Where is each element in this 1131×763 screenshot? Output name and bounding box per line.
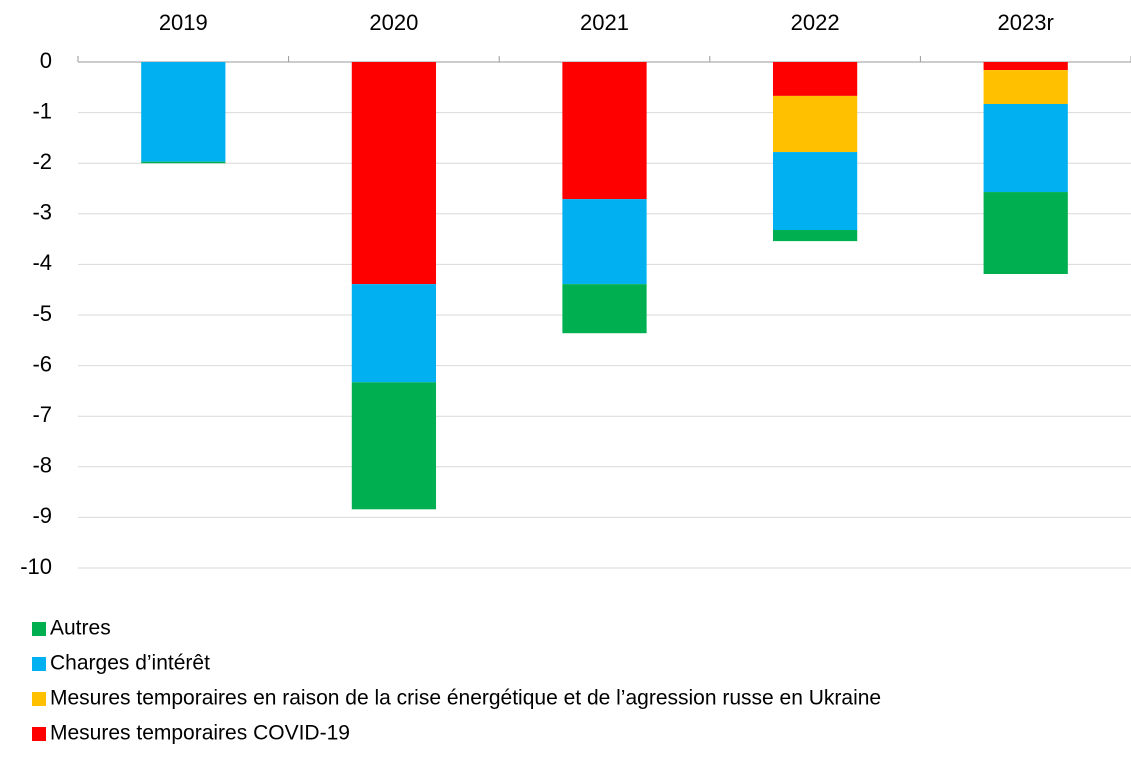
y-tick-label: -8 xyxy=(32,453,52,478)
x-tick-label: 2022 xyxy=(791,10,840,35)
x-tick-label: 2019 xyxy=(159,10,208,35)
bar-segment xyxy=(562,284,647,334)
y-tick-label: 0 xyxy=(40,48,52,73)
legend-label: Mesures temporaires en raison de la cris… xyxy=(50,687,881,710)
y-tick-label: -1 xyxy=(32,98,52,123)
y-tick-label: -7 xyxy=(32,402,52,427)
y-tick-label: -5 xyxy=(32,301,52,326)
bar-segment xyxy=(351,62,437,285)
legend-swatch xyxy=(32,657,46,671)
legend-swatch xyxy=(32,727,46,741)
bar-segment xyxy=(562,199,647,285)
x-tick-label: 2023r xyxy=(998,10,1054,35)
legend-label: Autres xyxy=(50,617,111,640)
bar-segment xyxy=(351,382,437,510)
bar-segment xyxy=(983,192,1068,275)
bar-segment xyxy=(772,62,858,96)
bar-segment xyxy=(983,70,1068,104)
legend-label: Charges d’intérêt xyxy=(50,652,210,675)
bar-segment xyxy=(772,95,858,153)
bar-segment xyxy=(772,152,858,230)
legend: Autres Charges d’intérêt Mesures temporair… xyxy=(32,617,881,745)
bar-segment xyxy=(983,62,1068,71)
y-tick-label: -2 xyxy=(32,149,52,174)
bar-segment xyxy=(562,62,647,200)
y-tick-label: -6 xyxy=(32,351,52,376)
y-tick-label: -10 xyxy=(20,554,52,579)
legend-swatch xyxy=(32,692,46,706)
bar-segment xyxy=(351,284,437,383)
y-tick-label: -9 xyxy=(32,503,52,528)
y-tick-label: -3 xyxy=(32,200,52,225)
x-tick-label: 2020 xyxy=(369,10,418,35)
bar-segment xyxy=(141,161,226,164)
legend-swatch xyxy=(32,622,46,636)
bar-segment xyxy=(141,62,226,162)
y-tick-label: -4 xyxy=(32,250,52,275)
bar-segment xyxy=(772,229,858,242)
bar-segment xyxy=(983,103,1068,193)
x-tick-label: 2021 xyxy=(580,10,629,35)
legend-label: Mesures temporaires COVID-19 xyxy=(50,722,350,745)
